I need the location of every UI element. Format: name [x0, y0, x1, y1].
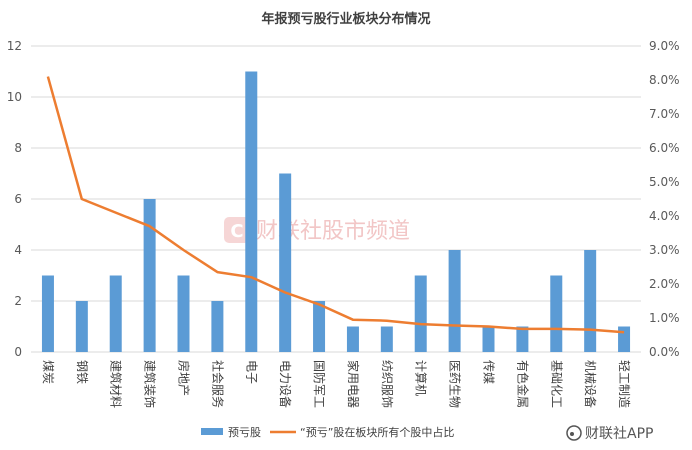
category-label: 纺织服饰	[380, 360, 394, 408]
watermark-logo-glyph: C	[230, 221, 243, 242]
category-label: 机械设备	[583, 360, 598, 408]
y-right-tick-label: 6.0%	[649, 141, 680, 155]
bar	[482, 326, 495, 352]
category-label: 家用电器	[346, 360, 361, 408]
y-right-tick-label: 9.0%	[649, 39, 680, 53]
category-labels: 煤炭 钢铁 建筑材料 建筑装饰 房地产 社会服务 电子 电力设备 国防军工 家用电器 纺织服饰 计算机…	[41, 360, 631, 408]
y-left-tick-label: 0	[14, 345, 22, 359]
bar-series	[41, 71, 631, 352]
y-left-tick-label: 12	[7, 39, 22, 53]
y-right-tick-label: 5.0%	[649, 175, 680, 189]
bar	[448, 250, 461, 352]
category-label: 有色金属	[515, 360, 530, 408]
y-right-tick-label: 2.0%	[649, 277, 680, 291]
legend-swatch-bar	[201, 428, 223, 435]
bar	[177, 275, 190, 352]
category-label: 轻工制造	[617, 360, 631, 408]
bar	[211, 301, 224, 352]
category-label: 国防军工	[312, 360, 327, 408]
bar	[41, 275, 54, 352]
y-left-tick-label: 4	[14, 243, 22, 257]
legend-label-line: “预亏”股在板块所有个股中占比	[300, 425, 454, 439]
watermark-center-text: 财联社股市频道	[256, 219, 410, 244]
watermark-logo-icon	[224, 217, 250, 243]
category-label: 电力设备	[278, 360, 292, 408]
y-right-tick-label: 1.0%	[649, 311, 680, 325]
bar	[75, 301, 88, 352]
line-path	[46, 76, 625, 334]
bar	[618, 326, 631, 352]
bar	[109, 275, 122, 352]
watermark-corner-text: 财联社APP	[585, 426, 653, 442]
y-axis-right: 0.0% 1.0% 2.0% 3.0% 4.0% 5.0% 6.0% 7.0% 8.0% 9.0%	[649, 39, 680, 359]
weibo-icon-dot	[570, 432, 574, 436]
category-label: 传媒	[482, 360, 497, 384]
category-label: 医药生物	[448, 360, 462, 408]
category-label: 社会服务	[210, 360, 225, 408]
y-right-tick-label: 8.0%	[649, 73, 680, 87]
line-series	[46, 76, 625, 334]
gridlines	[31, 45, 641, 353]
bar	[516, 326, 529, 352]
category-label: 计算机	[414, 360, 429, 396]
category-label: 钢铁	[75, 360, 89, 384]
category-label: 基础化工	[549, 360, 563, 408]
bar	[279, 173, 292, 352]
y-left-tick-label: 6	[14, 192, 22, 206]
category-label: 煤炭	[41, 360, 55, 384]
watermark-corner: 财联社APP	[566, 425, 653, 442]
y-axis-left: 0 2 4 6 8 10 12	[7, 39, 22, 359]
category-label: 房地产	[177, 360, 192, 396]
bar	[584, 250, 597, 352]
category-label: 建筑材料	[109, 360, 124, 408]
y-right-tick-label: 3.0%	[649, 243, 680, 257]
y-right-tick-label: 7.0%	[649, 107, 680, 121]
bar	[414, 275, 427, 352]
category-label: 电子	[244, 360, 258, 384]
bar	[380, 326, 393, 352]
y-left-tick-label: 2	[14, 294, 22, 308]
y-right-tick-label: 4.0%	[649, 209, 680, 223]
chart-title: 年报预亏股行业板块分布情况	[261, 11, 430, 27]
category-label: 建筑装饰	[143, 360, 158, 408]
legend-label-bar: 预亏股	[228, 426, 261, 439]
bar	[346, 326, 359, 352]
bar	[313, 301, 326, 352]
legend: 预亏股 “预亏”股在板块所有个股中占比	[201, 425, 454, 439]
y-left-tick-label: 10	[7, 90, 22, 104]
bar	[550, 275, 563, 352]
bar	[245, 71, 258, 352]
y-left-tick-label: 8	[14, 141, 22, 155]
y-right-tick-label: 0.0%	[649, 345, 680, 359]
weibo-icon	[566, 425, 582, 441]
bar	[143, 199, 156, 352]
